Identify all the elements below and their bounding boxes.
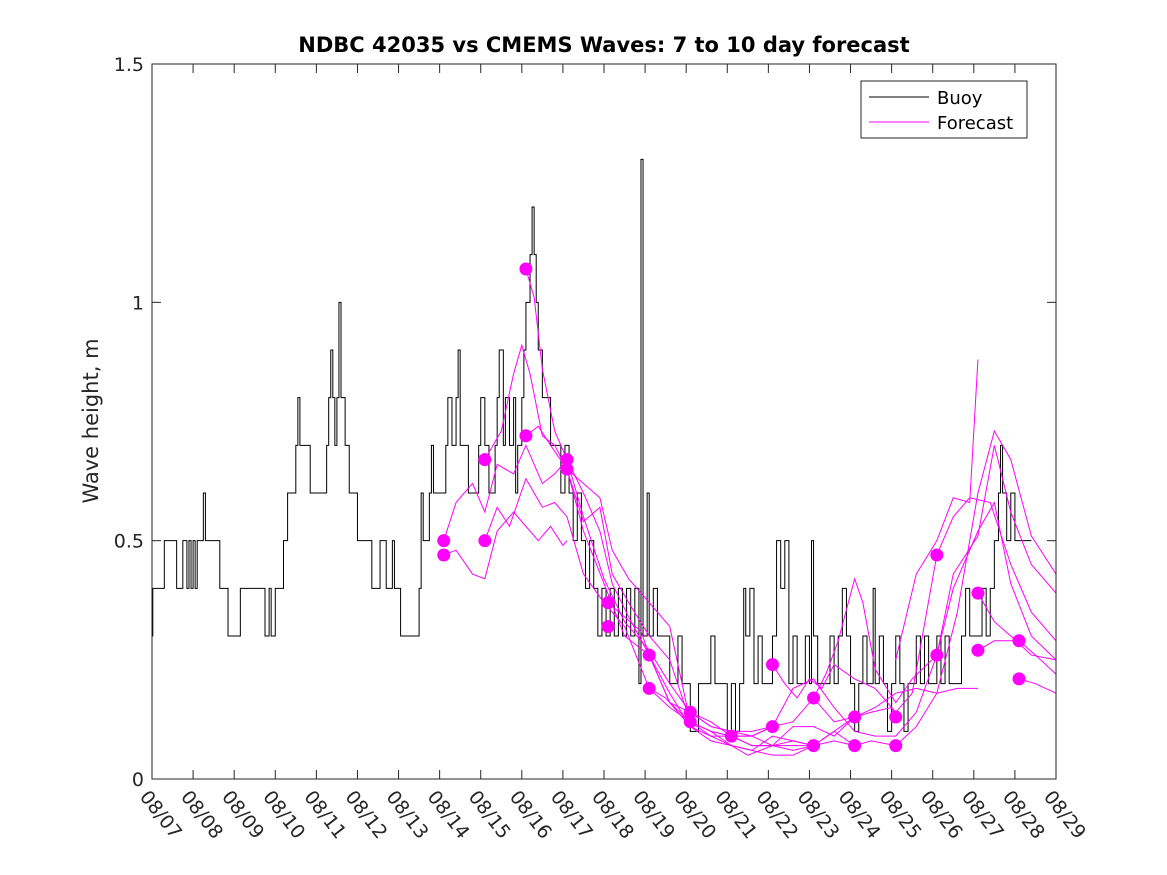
forecast-marker-27 bbox=[971, 643, 985, 657]
forecast-marker-25 bbox=[930, 648, 944, 662]
y-axis-label: Wave height, m bbox=[79, 338, 103, 503]
forecast-marker-14 bbox=[683, 715, 697, 729]
legend: Buoy Forecast bbox=[860, 80, 1028, 139]
series-buoy bbox=[152, 158, 1032, 732]
forecast-marker-12 bbox=[642, 681, 656, 695]
forecast-marker-20 bbox=[848, 710, 862, 724]
chart-title: NDBC 42035 vs CMEMS Waves: 7 to 10 day f… bbox=[298, 33, 909, 57]
series-forecast-run-14 bbox=[977, 592, 1057, 661]
forecast-marker-23 bbox=[889, 739, 903, 753]
forecast-marker-24 bbox=[930, 548, 944, 562]
y-tick-label: 1 bbox=[132, 292, 144, 314]
plot-area bbox=[152, 64, 1056, 779]
forecast-marker-19 bbox=[807, 739, 821, 753]
forecast-marker-26 bbox=[971, 586, 985, 600]
forecast-marker-4 bbox=[478, 534, 492, 548]
forecast-marker-1 bbox=[437, 534, 451, 548]
forecast-marker-17 bbox=[765, 720, 779, 734]
forecast-marker-15 bbox=[724, 729, 738, 743]
y-tick-label: 0 bbox=[132, 769, 144, 791]
series-forecast-run-12 bbox=[813, 501, 1057, 704]
forecast-marker-2 bbox=[437, 548, 451, 562]
forecast-marker-5 bbox=[519, 262, 533, 276]
forecast-marker-21 bbox=[848, 739, 862, 753]
forecast-marker-8 bbox=[560, 462, 574, 476]
y-tick-label: 0.5 bbox=[114, 531, 144, 553]
legend-label-forecast: Forecast bbox=[937, 113, 1013, 134]
legend-box bbox=[860, 80, 1028, 139]
forecast-marker-18 bbox=[807, 691, 821, 705]
series-layer bbox=[152, 158, 1057, 756]
forecast-marker-10 bbox=[601, 619, 615, 633]
forecast-marker-3 bbox=[478, 453, 492, 467]
legend-label-buoy: Buoy bbox=[937, 88, 983, 109]
series-forecast-run-5 bbox=[525, 268, 855, 732]
forecast-marker-6 bbox=[519, 429, 533, 443]
forecast-marker-22 bbox=[889, 710, 903, 724]
series-forecast-run-10 bbox=[690, 445, 1057, 737]
forecast-marker-11 bbox=[642, 648, 656, 662]
forecast-marker-9 bbox=[601, 596, 615, 610]
y-tick-label: 1.5 bbox=[114, 54, 144, 76]
forecast-marker-16 bbox=[765, 658, 779, 672]
forecast-marker-7 bbox=[560, 453, 574, 467]
series-forecast-run-4 bbox=[484, 343, 814, 747]
series-forecast-run-13 bbox=[895, 359, 979, 660]
forecast-marker-28 bbox=[1012, 634, 1026, 648]
series-forecast-run-2 bbox=[443, 511, 568, 580]
forecast-marker-29 bbox=[1012, 672, 1026, 686]
forecast-marker-13 bbox=[683, 705, 697, 719]
